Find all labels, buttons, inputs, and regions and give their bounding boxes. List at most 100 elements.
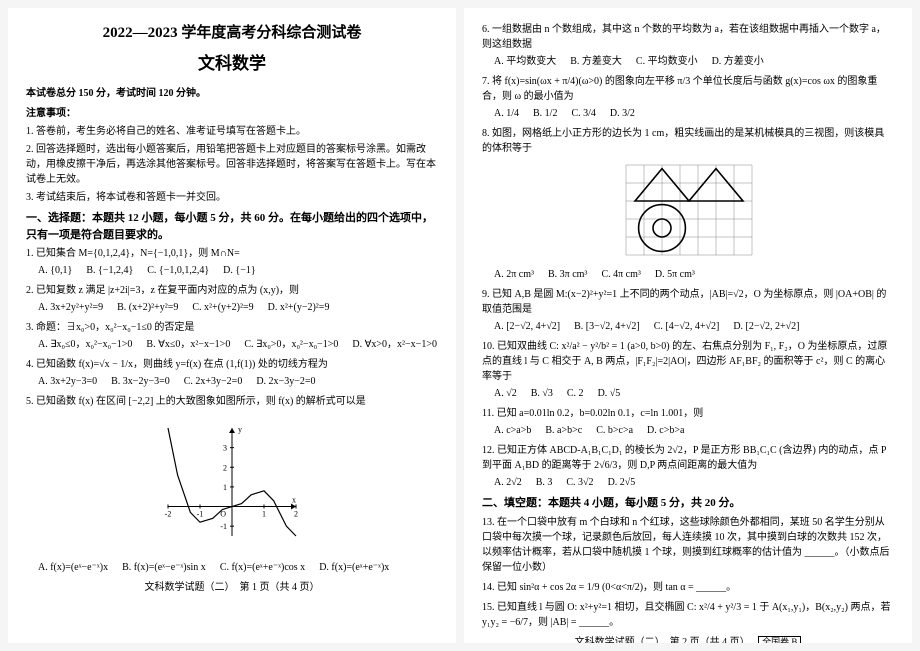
question-10: 10. 已知双曲线 C: x²/a² − y²/b² = 1 (a>0, b>0… bbox=[482, 339, 894, 401]
q14-stem: 14. 已知 sin²α + cos 2α = 1/9 (0<α<π/2)，则 … bbox=[482, 580, 894, 595]
q1-stem: 1. 已知集合 M={0,1,2,4}，N={−1,0,1}，则 M∩N= bbox=[26, 246, 438, 261]
q11-opt-d: D. c>b>a bbox=[647, 423, 684, 438]
q6-opt-c: C. 平均数变小 bbox=[636, 54, 698, 69]
notice-3: 3. 考试结束后，将本试卷和答题卡一并交回。 bbox=[26, 190, 438, 205]
q7-opts: A. 1/4 B. 1/2 C. 3/4 D. 3/2 bbox=[482, 106, 894, 121]
q2-opt-c: C. x²+(y+2)²=9 bbox=[192, 300, 253, 315]
q10-opt-c: C. 2 bbox=[567, 386, 584, 401]
q4-opts: A. 3x+2y−3=0 B. 3x−2y−3=0 C. 2x+3y−2=0 D… bbox=[26, 374, 438, 389]
q12-opt-d: D. 2√5 bbox=[608, 475, 636, 490]
q2-opt-d: D. x²+(y−2)²=9 bbox=[268, 300, 330, 315]
question-11: 11. 已知 a=0.01ln 0.2，b=0.02ln 0.1，c=ln 1.… bbox=[482, 406, 894, 438]
q8-opt-b: B. 3π cm³ bbox=[548, 267, 587, 282]
question-6: 6. 一组数据由 n 个数组成，其中这 n 个数的平均数为 a，若在该组数据中再… bbox=[482, 22, 894, 69]
section-1: 一、选择题：本题共 12 小题，每小题 5 分，共 60 分。在每小题给出的四个… bbox=[26, 210, 438, 243]
q11-opts: A. c>a>b B. a>b>c C. b>c>a D. c>b>a bbox=[482, 423, 894, 438]
q5-opt-b: B. f(x)=(eˣ−e⁻ˣ)sin x bbox=[122, 560, 206, 575]
q8-opt-d: D. 5π cm³ bbox=[655, 267, 695, 282]
q9-stem: 9. 已知 A,B 是圆 M:(x−2)²+y²=1 上不同的两个动点，|AB|… bbox=[482, 287, 894, 317]
svg-text:-2: -2 bbox=[165, 510, 172, 519]
q1-opts: A. {0,1} B. {−1,2,4} C. {−1,0,1,2,4} D. … bbox=[26, 263, 438, 278]
preface-total: 本试卷总分 150 分，考试时间 120 分钟。 bbox=[26, 86, 438, 101]
question-14: 14. 已知 sin²α + cos 2α = 1/9 (0<α<π/2)，则 … bbox=[482, 580, 894, 595]
q3-opt-b: B. ∀x≤0，x²−x−1>0 bbox=[146, 337, 230, 352]
q7-opt-d: D. 3/2 bbox=[610, 106, 635, 121]
q1-opt-a: A. {0,1} bbox=[38, 263, 72, 278]
notice-2: 2. 回答选择题时，选出每小题答案后，用铅笔把答题卡上对应题目的答案标号涂黑。如… bbox=[26, 142, 438, 187]
q8-stem: 8. 如图，网格纸上小正方形的边长为 1 cm，粗实线画出的是某机械模具的三视图… bbox=[482, 126, 894, 156]
question-15: 15. 已知直线 l 与圆 O: x²+y²=1 相切，且交椭圆 C: x²/4… bbox=[482, 600, 894, 630]
q8-opt-c: C. 4π cm³ bbox=[601, 267, 640, 282]
q10-opt-d: D. √5 bbox=[598, 386, 621, 401]
footer-2-text: 文科数学试题（二） 第 2 页（共 4 页） bbox=[575, 637, 750, 644]
question-7: 7. 将 f(x)=sin(ωx + π/4)(ω>0) 的图象向左平移 π/3… bbox=[482, 74, 894, 121]
q10-opt-b: B. √3 bbox=[531, 386, 553, 401]
q3-stem: 3. 命题：∃x₀>0，x₀²−x₀−1≤0 的否定是 bbox=[26, 320, 438, 335]
q9-opts: A. [2−√2, 4+√2] B. [3−√2, 4+√2] C. [4−√2… bbox=[482, 319, 894, 334]
svg-text:-1: -1 bbox=[197, 510, 204, 519]
q12-opt-b: B. 3 bbox=[536, 475, 553, 490]
question-8: 8. 如图，网格纸上小正方形的边长为 1 cm，粗实线画出的是某机械模具的三视图… bbox=[482, 126, 894, 282]
q6-opts: A. 平均数变大 B. 方差变大 C. 平均数变小 D. 方差变小 bbox=[482, 54, 894, 69]
question-13: 13. 在一个口袋中放有 m 个白球和 n 个红球，这些球除颜色外都相同，某班 … bbox=[482, 515, 894, 575]
q6-opt-b: B. 方差变大 bbox=[570, 54, 622, 69]
question-3: 3. 命题：∃x₀>0，x₀²−x₀−1≤0 的否定是 A. ∃x₀≤0，x₀²… bbox=[26, 320, 438, 352]
page-1: 2022—2023 学年度高考分科综合测试卷 文科数学 本试卷总分 150 分，… bbox=[8, 8, 456, 643]
q13-stem: 13. 在一个口袋中放有 m 个白球和 n 个红球，这些球除颜色外都相同，某班 … bbox=[482, 515, 894, 575]
q9-opt-b: B. [3−√2, 4+√2] bbox=[574, 319, 640, 334]
notice-1: 1. 答卷前，考生务必将自己的姓名、准考证号填写在答题卡上。 bbox=[26, 124, 438, 139]
q15-stem: 15. 已知直线 l 与圆 O: x²+y²=1 相切，且交椭圆 C: x²/4… bbox=[482, 600, 894, 630]
svg-text:2: 2 bbox=[294, 510, 298, 519]
q5-chart: -2-112-1123Oxy bbox=[26, 412, 438, 557]
q5-stem: 5. 已知函数 f(x) 在区间 [−2,2] 上的大致图象如图所示，则 f(x… bbox=[26, 394, 438, 409]
q7-opt-c: C. 3/4 bbox=[571, 106, 595, 121]
svg-text:-1: -1 bbox=[220, 522, 227, 531]
q11-opt-c: C. b>c>a bbox=[596, 423, 633, 438]
q4-opt-a: A. 3x+2y−3=0 bbox=[38, 374, 97, 389]
q8-opt-a: A. 2π cm³ bbox=[494, 267, 534, 282]
q2-opts: A. 3x+2y²+y²=9 B. (x+2)²+y²=9 C. x²+(y+2… bbox=[26, 300, 438, 315]
q3-opt-c: C. ∃x₀>0，x₀²−x₀−1>0 bbox=[244, 337, 338, 352]
svg-text:y: y bbox=[238, 425, 242, 434]
q5-opt-c: C. f(x)=(eˣ+e⁻ˣ)cos x bbox=[220, 560, 305, 575]
q3-opt-d: D. ∀x>0，x²−x−1>0 bbox=[352, 337, 437, 352]
q12-stem: 12. 已知正方体 ABCD-A₁B₁C₁D₁ 的棱长为 2√2，P 是正方形 … bbox=[482, 443, 894, 473]
question-5: 5. 已知函数 f(x) 在区间 [−2,2] 上的大致图象如图所示，则 f(x… bbox=[26, 394, 438, 575]
page-2: 6. 一组数据由 n 个数组成，其中这 n 个数的平均数为 a，若在该组数据中再… bbox=[464, 8, 912, 643]
q9-opt-c: C. [4−√2, 4+√2] bbox=[654, 319, 720, 334]
q8-opts: A. 2π cm³ B. 3π cm³ C. 4π cm³ D. 5π cm³ bbox=[482, 267, 894, 282]
q10-opt-a: A. √2 bbox=[494, 386, 517, 401]
question-4: 4. 已知函数 f(x)=√x − 1/x，则曲线 y=f(x) 在点 (1,f… bbox=[26, 357, 438, 389]
q9-opt-d: D. [2−√2, 2+√2] bbox=[733, 319, 799, 334]
svg-text:x: x bbox=[292, 496, 296, 505]
q1-opt-b: B. {−1,2,4} bbox=[86, 263, 133, 278]
q5-opt-d: D. f(x)=(eˣ+e⁻ˣ)x bbox=[319, 560, 389, 575]
q9-opt-a: A. [2−√2, 4+√2] bbox=[494, 319, 560, 334]
q2-opt-a: A. 3x+2y²+y²=9 bbox=[38, 300, 103, 315]
question-12: 12. 已知正方体 ABCD-A₁B₁C₁D₁ 的棱长为 2√2，P 是正方形 … bbox=[482, 443, 894, 490]
q4-opt-d: D. 2x−3y−2=0 bbox=[256, 374, 315, 389]
q5-opts: A. f(x)=(eˣ−e⁻ˣ)x B. f(x)=(eˣ−e⁻ˣ)sin x … bbox=[26, 560, 438, 575]
title-line-1: 2022—2023 学年度高考分科综合测试卷 bbox=[26, 22, 438, 45]
q7-opt-a: A. 1/4 bbox=[494, 106, 519, 121]
notice-heading: 注意事项： bbox=[26, 106, 438, 121]
question-9: 9. 已知 A,B 是圆 M:(x−2)²+y²=1 上不同的两个动点，|AB|… bbox=[482, 287, 894, 334]
footer-2: 文科数学试题（二） 第 2 页（共 4 页） 全国卷 B bbox=[482, 635, 894, 644]
badge: 全国卷 B bbox=[758, 636, 801, 644]
q1-opt-c: C. {−1,0,1,2,4} bbox=[147, 263, 209, 278]
q2-opt-b: B. (x+2)²+y²=9 bbox=[117, 300, 178, 315]
q7-opt-b: B. 1/2 bbox=[533, 106, 557, 121]
question-2: 2. 已知复数 z 满足 |z+2i|=3，z 在复平面内对应的点为 (x,y)… bbox=[26, 283, 438, 315]
q1-opt-d: D. {−1} bbox=[223, 263, 255, 278]
svg-text:3: 3 bbox=[223, 444, 227, 453]
section-2: 二、填空题：本题共 4 小题，每小题 5 分，共 20 分。 bbox=[482, 495, 894, 512]
svg-text:1: 1 bbox=[262, 510, 266, 519]
q8-diagram bbox=[482, 159, 894, 264]
q2-stem: 2. 已知复数 z 满足 |z+2i|=3，z 在复平面内对应的点为 (x,y)… bbox=[26, 283, 438, 298]
q11-opt-a: A. c>a>b bbox=[494, 423, 531, 438]
q11-opt-b: B. a>b>c bbox=[545, 423, 582, 438]
q12-opts: A. 2√2 B. 3 C. 3√2 D. 2√5 bbox=[482, 475, 894, 490]
q4-opt-b: B. 3x−2y−3=0 bbox=[111, 374, 170, 389]
svg-text:2: 2 bbox=[223, 463, 227, 472]
q7-stem: 7. 将 f(x)=sin(ωx + π/4)(ω>0) 的图象向左平移 π/3… bbox=[482, 74, 894, 104]
